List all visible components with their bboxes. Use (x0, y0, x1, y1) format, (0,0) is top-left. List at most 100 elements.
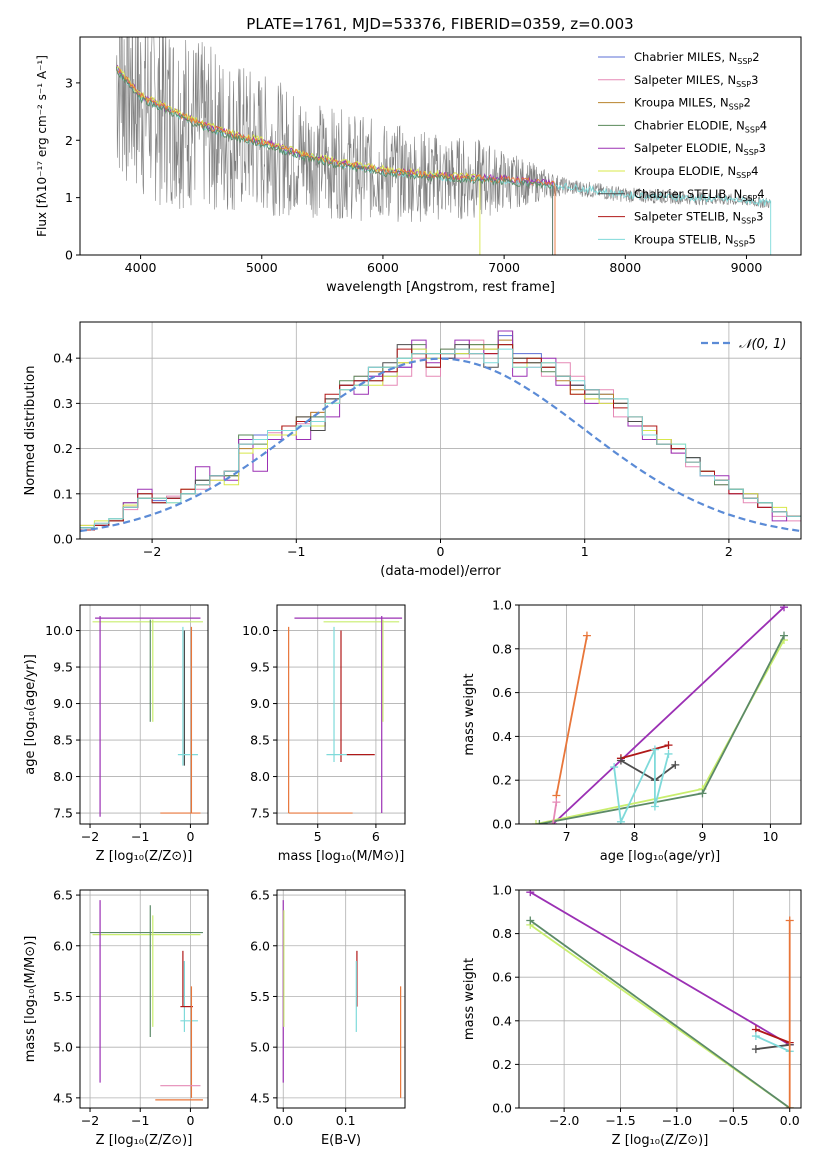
x-tick-label: 2 (725, 544, 733, 559)
legend-n-value: 2 (752, 50, 759, 64)
x-tick-label: 0.0 (273, 1113, 293, 1128)
x-tick-label: 8000 (609, 260, 641, 275)
legend-n-subscript: SSP (737, 57, 752, 66)
x-tick-label: 7000 (488, 260, 520, 275)
legend-name: Salpeter STELIB (634, 210, 725, 224)
legend-name: Salpeter ELODIE (634, 141, 728, 155)
legend-n-prefix: , N (728, 141, 744, 155)
normal-legend-label: 𝒩(0, 1) (739, 337, 786, 352)
legend-n-prefix: , N (718, 232, 734, 246)
axes-frame (518, 889, 802, 1109)
y-tick-label: 1 (65, 190, 73, 205)
legend-n-subscript: SSP (736, 80, 751, 89)
weight-series-line (755, 1043, 790, 1050)
weight-series-line (755, 1028, 791, 1044)
weight-series-line (539, 635, 785, 824)
weight-point-marker (671, 760, 680, 769)
axes-frame (276, 604, 406, 825)
spectrum-model-line (115, 66, 554, 255)
weight-point-marker (526, 890, 535, 897)
weight-point-marker (780, 631, 789, 640)
axes-frame (276, 889, 406, 1109)
legend-n-subscript: SSP (734, 239, 749, 248)
y-tick-label: 7.5 (250, 806, 270, 821)
x-tick-label: 8 (631, 829, 639, 844)
x-tick-label: 1 (581, 544, 589, 559)
weight-point-marker (650, 745, 659, 754)
y-tick-label: 6.0 (250, 938, 270, 953)
x-tick-label: 10 (762, 829, 778, 844)
weight-series-line (529, 919, 791, 1108)
x-axis-label: Z [log₁₀(Z/Z⊙)] (96, 1133, 193, 1148)
y-axis-label: Flux [fλ10⁻¹⁷ erg cm⁻² s⁻¹ A⁻¹] (35, 55, 49, 237)
y-tick-label: 9.0 (250, 696, 270, 711)
y-tick-label: 0.3 (53, 396, 73, 411)
legend-n-subscript: SSP (729, 103, 744, 112)
legend-n-prefix: , N (726, 187, 742, 201)
legend-name: Chabrier ELODIE (634, 118, 729, 132)
weight-point-marker (616, 756, 625, 765)
legend-entry: Chabrier STELIB, NSSP4 (634, 187, 765, 203)
x-tick-label: 9 (698, 829, 706, 844)
y-tick-label: 10.0 (242, 623, 270, 638)
x-tick-label: −2 (81, 1113, 99, 1128)
y-tick-label: 1.0 (492, 598, 512, 613)
x-tick-label: 0.0 (780, 1113, 800, 1128)
weight-point-marker (552, 798, 561, 807)
y-tick-label: 0.1 (53, 486, 73, 501)
y-tick-label: 5.0 (53, 1040, 73, 1055)
legend-name: Salpeter MILES (634, 73, 720, 87)
y-tick-label: 0.2 (492, 1057, 512, 1072)
histogram-series (80, 344, 801, 531)
legend-n-value: 3 (756, 210, 763, 224)
histogram-series (80, 348, 801, 529)
y-axis-label: mass weight (462, 673, 477, 755)
y-tick-label: 0.8 (492, 926, 512, 941)
spectrum-data-line (116, 37, 771, 222)
weight-point-marker (531, 820, 540, 824)
x-axis-label: E(B-V) (321, 1133, 361, 1148)
y-tick-label: 1.0 (492, 883, 512, 898)
y-tick-label: 0.4 (492, 729, 512, 744)
plot-area (282, 900, 402, 1098)
y-tick-label: 0.6 (492, 685, 512, 700)
legend-name: Kroupa STELIB (634, 232, 718, 246)
legend-n-subscript: SSP (741, 217, 756, 226)
x-tick-label: −1 (131, 829, 149, 844)
panel-weight_Z: −2.0 −1.5 −1.0 −0.5 0.0 0.0 0.2 0.4 0.6 0.8 1.0 Z [… (462, 883, 802, 1148)
y-tick-label: 0 (65, 248, 73, 263)
y-tick-label: 7.5 (53, 806, 73, 821)
y-tick-label: 3 (65, 75, 73, 90)
y-tick-label: 8.0 (53, 769, 73, 784)
legend-n-subscript: SSP (736, 171, 751, 180)
weight-point-marker (785, 1104, 794, 1108)
legend-n-prefix: , N (725, 210, 741, 224)
x-tick-label: 0.1 (336, 1113, 356, 1128)
legend-entry: Chabrier ELODIE, NSSP4 (634, 118, 767, 134)
y-tick-label: 0.0 (492, 817, 512, 832)
y-tick-label: 10.0 (45, 623, 73, 638)
weight-point-marker (664, 741, 673, 750)
x-tick-label: 6 (372, 829, 380, 844)
y-tick-label: 6.5 (250, 888, 270, 903)
axes-frame (518, 604, 802, 825)
x-tick-label: −1 (287, 544, 305, 559)
weight-series-line (755, 1035, 791, 1053)
y-tick-label: 9.5 (53, 660, 73, 675)
y-tick-label: 0.0 (53, 532, 73, 547)
histogram-series (80, 344, 801, 529)
legend-n-value: 3 (759, 141, 766, 155)
panel-mass_Z: −2 −1 0 4.5 5.0 5.5 6.0 6.5 Z [log₁₀(Z/Z⊙)] mass … (23, 888, 209, 1148)
weight-series-line (552, 606, 785, 824)
legend-entry: Chabrier MILES, NSSP2 (634, 50, 760, 66)
x-tick-label: 5000 (246, 260, 278, 275)
legend-n-value: 5 (749, 232, 756, 246)
histogram-series (80, 339, 801, 531)
x-tick-label: 4000 (125, 260, 157, 275)
x-axis-label: Z [log₁₀(Z/Z⊙)] (612, 1133, 709, 1148)
legend-entry: Kroupa ELODIE, NSSP4 (634, 164, 758, 180)
legend-entry: Kroupa MILES, NSSP2 (634, 96, 751, 112)
y-axis-label: mass [log₁₀(M/M⊙)] (23, 936, 38, 1063)
